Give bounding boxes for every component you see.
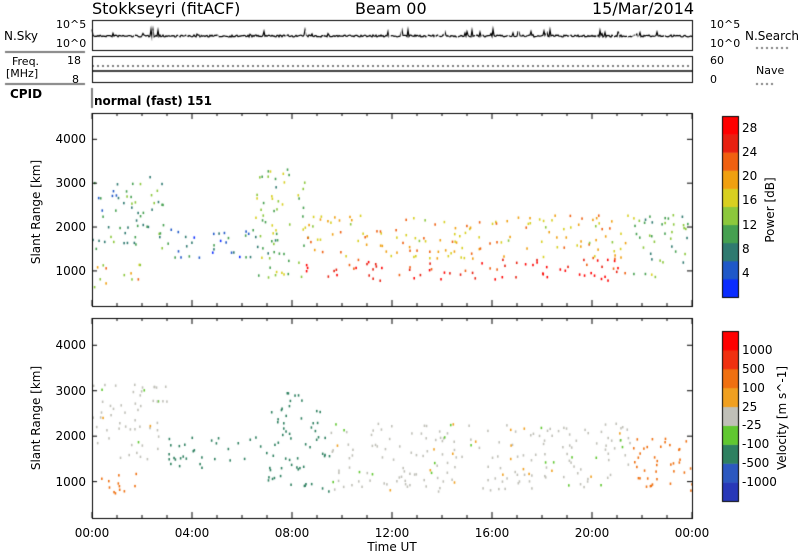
velocity-colorbar-tick: -100	[742, 437, 770, 452]
x-axis-title: Time UT	[367, 540, 417, 554]
nsky-label: N.Sky	[4, 29, 39, 43]
nave-top-tick: 60	[710, 54, 724, 67]
velocity-y-tick: 4000	[55, 338, 86, 353]
station-title: Stokkseyri (fitACF)	[92, 0, 241, 18]
x-tick-label: 16:00	[474, 526, 510, 540]
x-tick-label: 04:00	[174, 526, 210, 540]
x-tick-label: 08:00	[274, 526, 310, 540]
velocity-colorbar-tick: 100	[742, 380, 765, 395]
velocity-colorbar-tick: -500	[742, 456, 770, 471]
power-ylabel: Slant Range [km]	[29, 159, 43, 265]
power-y-tick: 3000	[55, 176, 86, 191]
power-colorbar-label: Power [dB]	[763, 177, 777, 243]
power-colorbar-tick: 24	[742, 145, 758, 160]
velocity-colorbar-tick: 1000	[742, 342, 773, 357]
power-colorbar-tick: 28	[742, 121, 758, 136]
nsearch-bottom-tick: 10^0	[710, 37, 741, 50]
freq-top-tick: 18	[67, 54, 81, 67]
velocity-y-tick: 1000	[55, 474, 86, 489]
velocity-y-tick: 2000	[55, 429, 86, 444]
x-tick-label: 12:00	[374, 526, 410, 540]
power-colorbar-tick: 8	[742, 241, 750, 256]
nave-label: Nave	[756, 64, 785, 77]
power-y-tick: 2000	[55, 220, 86, 235]
cpid-value: normal (fast) 151	[94, 94, 212, 108]
date-title: 15/Mar/2014	[592, 0, 695, 18]
x-tick-label: 00:00	[674, 526, 710, 540]
freq-label-line2: [MHz]	[6, 67, 39, 80]
cpid-label: CPID	[10, 87, 43, 101]
nsearch-label: N.Search	[745, 29, 800, 43]
nsky-bottom-tick: 10^0	[56, 37, 87, 50]
nsky-top-tick: 10^5	[56, 18, 87, 31]
freq-bottom-tick: 8	[72, 73, 79, 86]
velocity-colorbar-tick: 500	[742, 361, 765, 376]
nave-bottom-tick: 0	[710, 73, 717, 86]
freq-label-line1: Freq.	[12, 55, 40, 68]
velocity-ylabel: Slant Range [km]	[29, 365, 43, 471]
nsearch-top-tick: 10^5	[710, 18, 741, 31]
x-tick-label: 20:00	[574, 526, 610, 540]
power-colorbar-tick: 16	[742, 193, 758, 208]
power-colorbar-tick: 12	[742, 217, 758, 232]
velocity-colorbar-tick: -1000	[742, 475, 777, 490]
velocity-colorbar-tick: 25	[742, 399, 758, 414]
velocity-colorbar-label: Velocity [m s^-1]	[775, 365, 789, 471]
velocity-colorbar-tick: -25	[742, 418, 762, 433]
power-y-tick: 4000	[55, 132, 86, 147]
x-tick-label: 00:00	[74, 526, 110, 540]
power-y-tick: 1000	[55, 263, 86, 278]
power-colorbar-tick: 20	[742, 169, 758, 184]
power-colorbar-tick: 4	[742, 265, 750, 280]
velocity-y-tick: 3000	[55, 383, 86, 398]
beam-title: Beam 00	[355, 0, 427, 18]
